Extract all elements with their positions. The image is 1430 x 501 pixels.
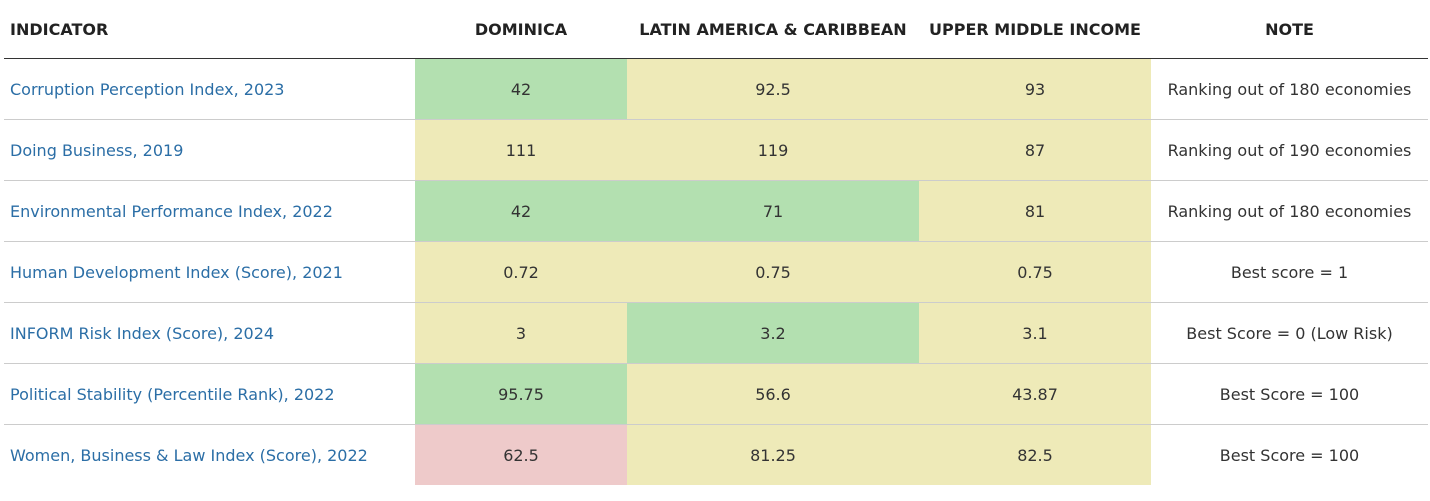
value-cell: 42 [415,58,627,120]
value-cell: 3.2 [627,302,919,364]
column-header: LATIN AMERICA & CARIBBEAN [627,0,919,59]
table-row: Human Development Index (Score), 2021 0.7… [4,241,1428,303]
value-cell: 81.25 [627,424,919,485]
indicator-link[interactable]: Doing Business, 2019 [4,119,415,181]
header-row: INDICATOR DOMINICA LATIN AMERICA & CARIB… [4,0,1428,59]
table-row: Environmental Performance Index, 2022 42 7… [4,180,1428,242]
indicator-link[interactable]: Environmental Performance Index, 2022 [4,180,415,242]
table-row: Corruption Perception Index, 2023 42 92.5 9… [4,58,1428,120]
table-row: Doing Business, 2019 111 119 87 Ranking out … [4,119,1428,181]
table-row: Women, Business & Law Index (Score), 202… [4,424,1428,485]
value-cell: 82.5 [919,424,1151,485]
indicator-link[interactable]: Corruption Perception Index, 2023 [4,58,415,120]
table-row: Political Stability (Percentile Rank), 2… [4,363,1428,425]
value-cell: 81 [919,180,1151,242]
value-cell: 119 [627,119,919,181]
note-cell: Ranking out of 190 economies [1151,119,1428,181]
value-cell: 56.6 [627,363,919,425]
note-cell: Best Score = 100 [1151,363,1428,425]
indicator-table: INDICATOR DOMINICA LATIN AMERICA & CARIB… [4,0,1428,485]
value-cell: 87 [919,119,1151,181]
value-cell: 42 [415,180,627,242]
value-cell: 3 [415,302,627,364]
value-cell: 43.87 [919,363,1151,425]
value-cell: 0.75 [919,241,1151,303]
value-cell: 111 [415,119,627,181]
value-cell: 93 [919,58,1151,120]
note-cell: Best score = 1 [1151,241,1428,303]
note-cell: Ranking out of 180 economies [1151,58,1428,120]
value-cell: 62.5 [415,424,627,485]
column-header: INDICATOR [4,0,415,59]
column-header: UPPER MIDDLE INCOME [919,0,1151,59]
note-cell: Ranking out of 180 economies [1151,180,1428,242]
table-header: INDICATOR DOMINICA LATIN AMERICA & CARIB… [4,0,1428,59]
column-header: NOTE [1151,0,1428,59]
value-cell: 95.75 [415,363,627,425]
value-cell: 3.1 [919,302,1151,364]
value-cell: 0.75 [627,241,919,303]
value-cell: 0.72 [415,241,627,303]
indicator-link[interactable]: Human Development Index (Score), 2021 [4,241,415,303]
indicator-link[interactable]: INFORM Risk Index (Score), 2024 [4,302,415,364]
value-cell: 71 [627,180,919,242]
indicator-link[interactable]: Political Stability (Percentile Rank), 2… [4,363,415,425]
column-header: DOMINICA [415,0,627,59]
note-cell: Best Score = 0 (Low Risk) [1151,302,1428,364]
table-body: Corruption Perception Index, 2023 42 92.5 9… [4,58,1428,485]
value-cell: 92.5 [627,58,919,120]
note-cell: Best Score = 100 [1219,445,1360,465]
table-row: INFORM Risk Index (Score), 2024 3 3.2 3.1 Be… [4,302,1428,364]
indicator-link[interactable]: Women, Business & Law Index (Score), 202… [10,445,368,465]
